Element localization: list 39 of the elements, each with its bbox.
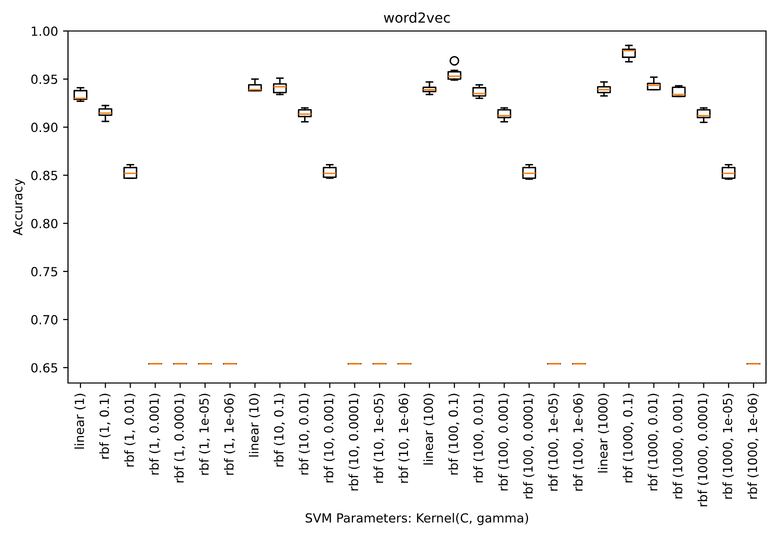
x-tick-label: rbf (100, 0.1) <box>448 394 460 474</box>
y-axis-title: Accuracy <box>13 178 25 236</box>
x-tick-label: rbf (1, 0.0001) <box>174 394 186 482</box>
x-tick-label: rbf (10, 0.001) <box>324 394 335 482</box>
y-tick-label: 1.00 <box>32 26 58 36</box>
x-tick-label: linear (1000) <box>598 394 610 472</box>
x-tick-label: rbf (1000, 1e-06) <box>747 394 759 499</box>
y-tick-label: 0.80 <box>31 218 58 228</box>
x-tick-label: rbf (100, 1e-06) <box>572 394 584 491</box>
x-tick-label: rbf (1, 0.01) <box>124 394 136 467</box>
x-tick-label: linear (10) <box>248 394 260 457</box>
x-tick-label: rbf (1, 1e-06) <box>224 394 236 475</box>
y-tick-label: 0.65 <box>31 363 58 373</box>
x-tick-label: rbf (100, 0.0001) <box>523 394 534 498</box>
x-tick-label: rbf (100, 0.001) <box>498 394 510 490</box>
x-tick-label: rbf (100, 0.01) <box>473 394 484 482</box>
x-tick-label: linear (100) <box>423 394 435 464</box>
x-tick-label: rbf (10, 1e-05) <box>374 394 385 483</box>
x-tick-label: rbf (10, 0.0001) <box>348 394 360 490</box>
x-tick-label: rbf (10, 0.01) <box>298 394 310 474</box>
x-tick-label: rbf (1, 0.1) <box>99 394 110 459</box>
y-tick-label: 0.85 <box>31 170 58 180</box>
y-tick-label: 0.75 <box>31 266 58 276</box>
x-tick-label: rbf (1000, 0.001) <box>672 394 684 498</box>
x-tick-label: rbf (1000, 1e-05) <box>722 394 734 499</box>
x-tick-label: linear (1) <box>74 394 86 449</box>
x-tick-label: rbf (100, 1e-05) <box>548 394 560 491</box>
x-tick-label: rbf (10, 0.1) <box>274 394 285 467</box>
y-tick-label: 0.70 <box>31 314 58 324</box>
chart-title: word2vec <box>384 12 450 23</box>
y-tick-label: 0.90 <box>31 122 58 132</box>
x-axis-title: SVM Parameters: Kernel(C, gamma) <box>306 512 528 526</box>
x-tick-label: rbf (1000, 0.1) <box>622 394 634 482</box>
y-tick-label: 0.95 <box>31 74 58 84</box>
x-tick-label: rbf (10, 1e-06) <box>398 394 410 483</box>
x-tick-label: rbf (1000, 0.01) <box>648 394 659 490</box>
x-tick-label: rbf (1000, 0.0001) <box>698 394 709 506</box>
x-tick-label: rbf (1, 0.001) <box>149 394 160 474</box>
x-tick-label: rbf (1, 1e-05) <box>199 394 210 475</box>
